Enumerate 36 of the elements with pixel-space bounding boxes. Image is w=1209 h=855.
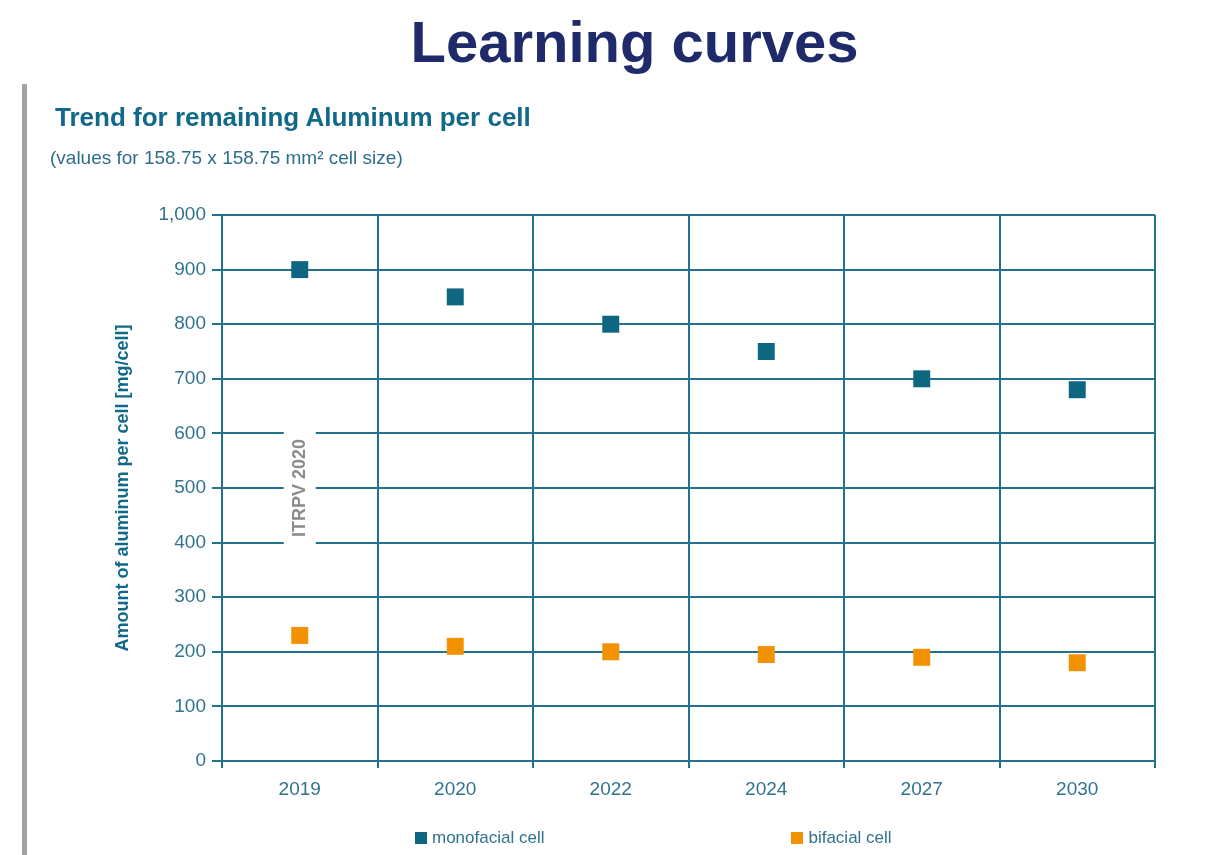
point <box>913 370 931 388</box>
point <box>757 646 775 664</box>
point <box>446 637 464 655</box>
y-tick-label: 700 <box>174 367 206 389</box>
chart-subtitle: Trend for remaining Aluminum per cell <box>55 102 531 133</box>
chart-title: Learning curves <box>409 9 860 74</box>
y-tick-label: 0 <box>195 749 206 771</box>
y-tick-label: 200 <box>174 640 206 662</box>
x-tick-label: 2022 <box>589 777 632 799</box>
y-tick-label: 1,000 <box>158 203 206 225</box>
annotation: ITRPV 2020 <box>288 438 309 538</box>
x-tick-label: 2019 <box>278 777 321 799</box>
point <box>1068 381 1086 399</box>
point <box>602 643 620 661</box>
x-tick-label: 2024 <box>745 777 788 799</box>
point <box>757 343 775 360</box>
point <box>913 648 931 666</box>
y-tick-label: 800 <box>174 312 206 334</box>
y-tick-label: 100 <box>174 694 206 716</box>
y-tick-label: 300 <box>174 585 206 607</box>
x-tick-label: 2027 <box>900 777 943 799</box>
y-tick-label: 400 <box>174 530 206 552</box>
x-tick-label: 2020 <box>434 777 477 799</box>
point <box>291 261 309 279</box>
y-tick-label: 500 <box>174 476 206 498</box>
legend-label: bifacial cell <box>808 828 892 848</box>
y-tick-label: 900 <box>174 257 206 279</box>
y-axis-title: Amount of aluminum per cell [mg/cell] <box>111 324 132 652</box>
y-tick-label: 600 <box>174 421 206 443</box>
point <box>291 626 309 644</box>
text: (values for 158.75 x 158.75 mm² cell size) <box>50 147 403 169</box>
x-tick-label: 2030 <box>1056 777 1099 799</box>
point <box>1068 654 1086 672</box>
point <box>446 288 464 306</box>
point <box>602 315 620 333</box>
legend-label: monofacial cell <box>432 828 545 848</box>
